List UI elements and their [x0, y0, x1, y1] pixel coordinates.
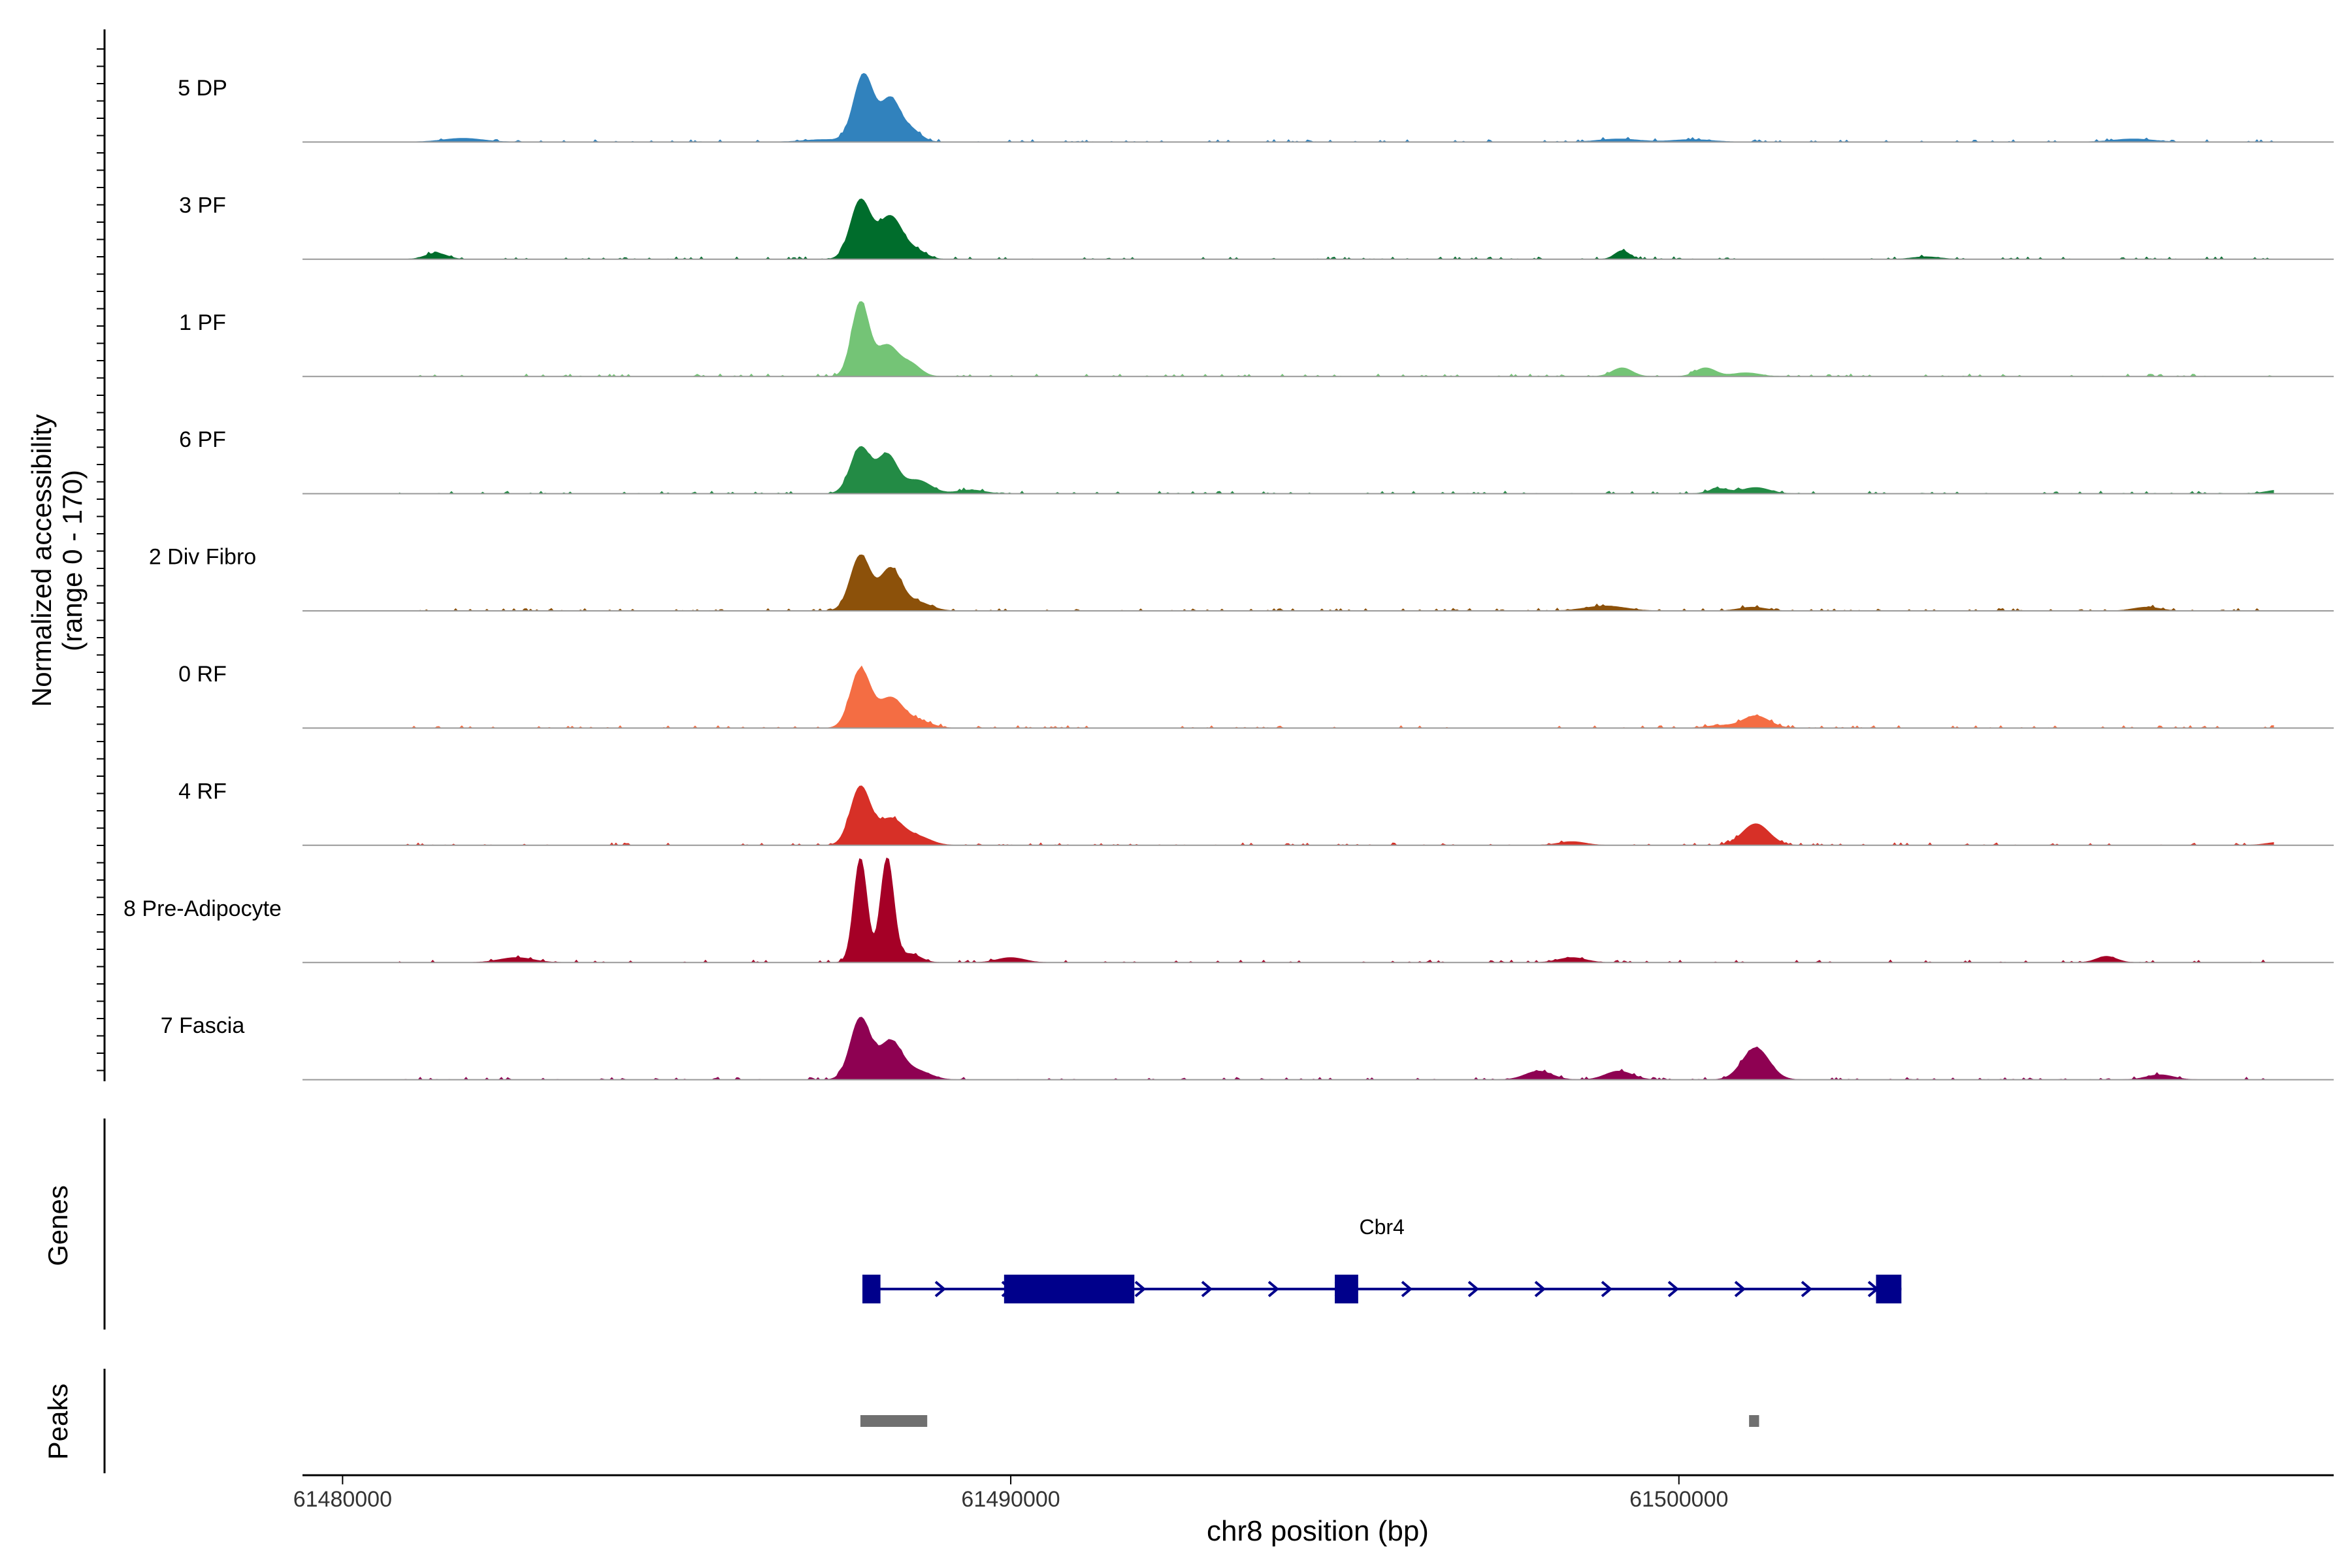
coverage-area-0 [399, 73, 2275, 143]
strand-arrow-icon [1201, 1281, 1213, 1298]
x-axis: 61480000 61490000 61500000 [293, 1474, 2334, 1512]
coverage-tracks [302, 73, 2334, 1081]
coverage-area-6 [399, 785, 2274, 846]
strand-arrow-icon [1734, 1281, 1746, 1298]
gene-track: Cbr4 [862, 1215, 1902, 1303]
gene-exon-3 [1876, 1275, 1902, 1303]
track-label-2: 1 PF [179, 310, 226, 335]
x-axis-title: chr8 position (bp) [1207, 1515, 1429, 1547]
strand-arrow-icon [1267, 1281, 1280, 1298]
coverage-area-2 [399, 301, 2274, 377]
strand-arrow-icon [1801, 1281, 1813, 1298]
track-label-0: 5 DP [178, 76, 227, 101]
x-tick-label: 61500000 [1629, 1487, 1728, 1512]
track-label-3: 6 PF [179, 427, 226, 452]
track-label-7: 8 Pre-Adipocyte [123, 896, 282, 921]
strand-arrow-icon [1134, 1281, 1147, 1298]
x-tick-label: 61490000 [961, 1487, 1060, 1512]
coverage-area-3 [399, 446, 2274, 495]
gene-exon-1 [1004, 1275, 1135, 1303]
strand-arrow-icon [1601, 1281, 1613, 1298]
genes-panel-title: Genes [42, 1185, 73, 1266]
x-tick-label: 61480000 [293, 1487, 392, 1512]
track-label-1: 3 PF [179, 193, 226, 218]
peak-track [860, 1415, 1759, 1427]
strand-arrow-icon [934, 1281, 947, 1298]
track-label-8: 7 Fascia [161, 1013, 245, 1038]
strand-arrow-icon [1401, 1281, 1413, 1298]
peak-region-0 [860, 1415, 928, 1427]
peak-region-1 [1749, 1415, 1759, 1427]
gene-name-label: Cbr4 [1359, 1215, 1404, 1239]
strand-arrow-icon [1667, 1281, 1680, 1298]
accessibility-axis-title-line1: Normalized accessibility [26, 414, 57, 707]
left-axes [97, 29, 106, 1473]
coverage-area-1 [399, 198, 2274, 260]
gene-exon-2 [1335, 1275, 1358, 1303]
track-label-4: 2 Div Fibro [149, 545, 256, 570]
coverage-area-8 [399, 1017, 2274, 1081]
accessibility-axis-title-line2: (range 0 - 170) [57, 470, 88, 651]
coverage-area-7 [399, 857, 2274, 963]
strand-arrow-icon [1534, 1281, 1546, 1298]
coverage-area-5 [399, 665, 2274, 729]
track-label-5: 0 RF [178, 662, 227, 687]
gene-exon-0 [862, 1275, 881, 1303]
peaks-panel-title: Peaks [42, 1384, 73, 1460]
coverage-area-4 [399, 554, 2274, 612]
strand-arrow-icon [1467, 1281, 1480, 1298]
track-label-6: 4 RF [178, 779, 227, 804]
track-labels: 5 DP 3 PF 1 PF 6 PF 2 Div Fibro 0 RF 4 RF 8 Pre… [123, 76, 282, 1038]
